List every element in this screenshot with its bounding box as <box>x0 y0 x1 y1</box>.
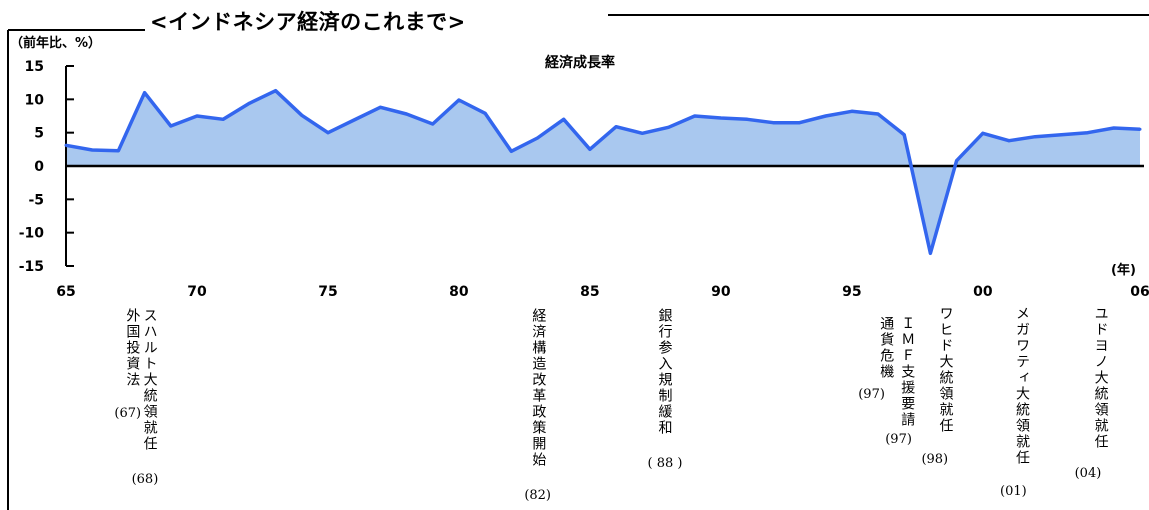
data-point-1992 <box>771 121 775 125</box>
data-point-1987 <box>640 131 644 135</box>
annotation-year: ( 88 ) <box>647 456 683 471</box>
annotation-text: ワヒド大統領就任 <box>937 306 954 434</box>
data-point-1966 <box>90 148 94 152</box>
page-title: <インドネシア経済のこれまで> <box>150 10 466 34</box>
y-tick-label: -15 <box>19 259 44 275</box>
growth-rate-line <box>65 88 1141 256</box>
annotation-text: スハルト大統領就任 <box>141 308 158 452</box>
data-point-2006 <box>1138 127 1142 131</box>
data-point-1982 <box>509 149 513 153</box>
data-point-1967 <box>116 149 120 153</box>
data-point-2004 <box>1086 131 1090 135</box>
x-tick-label-06: 06 <box>1130 284 1149 300</box>
x-tick-label-00: 00 <box>973 284 993 300</box>
data-point-1978 <box>405 112 408 116</box>
data-point-2000 <box>981 131 985 135</box>
annotation-text: メガワティ大統領就任 <box>1014 306 1031 466</box>
y-tick-label: 15 <box>25 59 44 75</box>
data-point-1993 <box>798 121 801 125</box>
y-tick-label: 5 <box>34 126 44 142</box>
y-axis-unit-label: （前年比、%） <box>10 36 102 51</box>
data-point-1988 <box>667 125 670 129</box>
data-point-1976 <box>352 118 356 122</box>
data-point-1972 <box>247 101 251 105</box>
annotation-year: (68) <box>131 472 159 487</box>
data-point-1999 <box>955 159 959 163</box>
data-point-1975 <box>326 131 330 135</box>
x-tick-label-85: 85 <box>580 284 599 300</box>
x-tick-label-80: 80 <box>449 284 469 300</box>
annotation-year: (01) <box>1000 484 1027 499</box>
annotation-text: 通貨危機 <box>878 316 895 380</box>
annotation-year: (67) <box>114 406 142 421</box>
annotation-text: ユドヨノ大統領就任 <box>1092 306 1109 450</box>
data-point-1989 <box>693 114 697 118</box>
data-point-1991 <box>745 117 749 121</box>
x-tick-label-65: 65 <box>56 284 75 300</box>
data-point-1974 <box>300 113 304 117</box>
data-point-2003 <box>1059 133 1063 137</box>
annotation-text: 外国投資法 <box>124 308 141 388</box>
y-tick-label: 0 <box>34 159 44 175</box>
data-point-1970 <box>195 114 199 118</box>
x-tick-label-90: 90 <box>711 284 731 300</box>
data-point-2001 <box>1007 139 1011 143</box>
annotation-year: (82) <box>524 488 551 503</box>
x-tick-label-70: 70 <box>187 284 207 300</box>
annotation-year: (04) <box>1074 466 1102 481</box>
data-point-1965 <box>64 143 68 147</box>
y-tick-label: 10 <box>25 92 45 108</box>
data-point-1983 <box>536 136 539 140</box>
data-point-1968 <box>143 91 147 95</box>
y-tick-label: -10 <box>19 226 45 242</box>
data-point-1994 <box>824 114 828 118</box>
x-tick-label-75: 75 <box>318 284 337 300</box>
data-point-1980 <box>457 98 461 102</box>
chart-title: 経済成長率 <box>545 55 615 71</box>
annotation-year: (97) <box>885 432 912 447</box>
data-point-1984 <box>562 117 566 121</box>
annotation-text: 銀行参入規制緩和 <box>656 308 673 436</box>
x-tick-label-95: 95 <box>842 284 861 300</box>
annotation-text: ＩＭＦ支援要請 <box>899 316 916 428</box>
data-point-1973 <box>274 89 278 93</box>
annotation-year: (98) <box>921 452 949 467</box>
x-axis-unit-label: (年) <box>1111 263 1136 278</box>
annotation-year: (97) <box>858 387 885 402</box>
data-point-1990 <box>719 116 723 120</box>
annotation-text: 経済構造改革政策開始 <box>530 308 547 468</box>
data-point-1971 <box>221 117 225 121</box>
data-point-1981 <box>483 111 487 115</box>
data-point-1995 <box>850 109 854 113</box>
data-point-1985 <box>588 147 592 151</box>
data-point-1996 <box>876 112 880 116</box>
data-point-1986 <box>614 125 618 129</box>
data-point-1998 <box>928 251 932 255</box>
data-point-1979 <box>431 122 435 126</box>
data-point-1977 <box>378 105 382 109</box>
plot-area: 15 10 5 0 -5 -10 -15 65 70 75 80 85 90 95 00 06 <box>19 59 1149 300</box>
y-tick-label: -5 <box>28 192 44 208</box>
data-point-2002 <box>1033 135 1037 139</box>
data-point-1997 <box>902 133 906 137</box>
data-point-1969 <box>169 124 173 128</box>
data-point-2005 <box>1112 126 1116 130</box>
